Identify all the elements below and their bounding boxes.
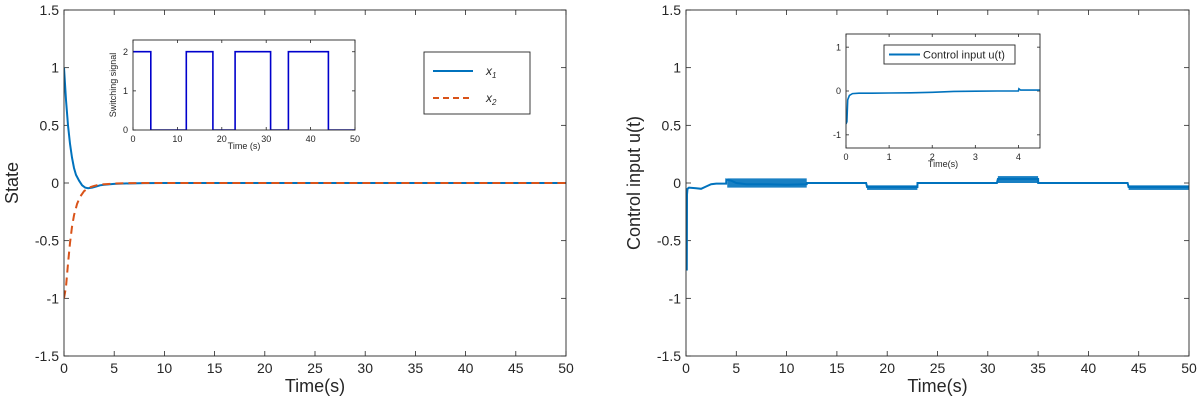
control-x-tick-label: 45 bbox=[1131, 360, 1147, 376]
switching-x-tick-label: 20 bbox=[217, 134, 227, 144]
switching-signal-inset: 0 10 20 30 40 50 0 1 2 Time (s) Switching signal bbox=[104, 36, 368, 164]
control-inset-legend: Control input u(t) bbox=[883, 44, 1016, 65]
state-x-tick-label: 50 bbox=[558, 360, 574, 376]
state-series-line-2 bbox=[64, 182, 566, 299]
switching-axes-frame bbox=[132, 39, 356, 131]
state-x-tick-label: 15 bbox=[207, 360, 223, 376]
switching-x-tick-label: 10 bbox=[172, 134, 182, 144]
control-x-tick-label: 10 bbox=[779, 360, 795, 376]
control-x-tick-label: 5 bbox=[732, 360, 740, 376]
state-x-tick-label: 0 bbox=[60, 360, 68, 376]
state-y-tick-label: 0.5 bbox=[40, 117, 60, 133]
control-y-tick-label: -1 bbox=[669, 290, 682, 306]
state-y-tick-label: 0 bbox=[51, 175, 59, 191]
state-y-tick-label: -0.5 bbox=[35, 233, 59, 249]
control-inset-axes-frame bbox=[845, 33, 1041, 149]
control-y-tick-label: 1 bbox=[673, 60, 681, 76]
control-x-tick-label: 20 bbox=[879, 360, 895, 376]
switching-x-axis-label: Time (s) bbox=[228, 141, 261, 151]
switching-plot-area bbox=[133, 40, 355, 130]
switching-x-tick-label: 30 bbox=[261, 134, 271, 144]
state-x-tick-label: 40 bbox=[458, 360, 474, 376]
state-legend-label-1: x1 bbox=[485, 64, 496, 80]
state-x-tick-label: 25 bbox=[307, 360, 323, 376]
state-x-tick-label: 45 bbox=[508, 360, 524, 376]
state-y-tick-label: -1.5 bbox=[35, 348, 59, 364]
state-y-axis-label: State bbox=[2, 162, 22, 204]
control-inset-x-tick-label: 4 bbox=[1016, 152, 1021, 162]
control-inset-x-tick-label: 1 bbox=[887, 152, 892, 162]
control-x-tick-label: 25 bbox=[930, 360, 946, 376]
state-legend: x1 x2 bbox=[423, 51, 531, 115]
control-inset-y-tick-label: 1 bbox=[836, 42, 841, 52]
control-axes-frame bbox=[685, 9, 1190, 357]
state-axes-frame bbox=[63, 9, 567, 357]
control-inset-legend-label: Control input u(t) bbox=[923, 50, 1005, 62]
control-y-tick-label: 1.5 bbox=[662, 2, 682, 18]
control-y-tick-label: 0.5 bbox=[662, 117, 682, 133]
state-y-tick-label: 1.5 bbox=[40, 2, 60, 18]
control-x-tick-label: 40 bbox=[1081, 360, 1097, 376]
control-inset-series-line-1 bbox=[846, 87, 1040, 125]
control-input-inset: 0 1 2 3 4 -1 0 1 Time(s) Control input u(t) bbox=[818, 30, 1050, 176]
switching-x-tick-label: 40 bbox=[306, 134, 316, 144]
state-legend-box bbox=[423, 51, 531, 115]
state-x-tick-label: 5 bbox=[110, 360, 118, 376]
control-x-tick-label: 0 bbox=[682, 360, 690, 376]
control-x-tick-label: 35 bbox=[1030, 360, 1046, 376]
control-input-chart: 0 5 10 15 20 25 30 35 40 45 50-1.5-1-0.500.511.5Ti… bbox=[624, 2, 1197, 396]
switching-y-tick-label: 2 bbox=[123, 47, 128, 57]
control-x-tick-label: 15 bbox=[829, 360, 845, 376]
state-y-tick-label: -1 bbox=[47, 290, 60, 306]
control-series-line-1 bbox=[686, 178, 1189, 271]
control-inset-y-tick-label: 0 bbox=[836, 86, 841, 96]
control-y-tick-label: -0.5 bbox=[657, 233, 681, 249]
state-series-line-1 bbox=[64, 67, 566, 190]
control-inset-x-tick-label: 0 bbox=[843, 152, 848, 162]
state-chart: 0 5 10 15 20 25 30 35 40 45 50-1.5-1-0.500.511.5Ti… bbox=[2, 2, 574, 396]
switching-x-tick-label: 0 bbox=[130, 134, 135, 144]
switching-y-tick-label: 0 bbox=[123, 125, 128, 135]
switching-x-tick-label: 50 bbox=[350, 134, 360, 144]
state-legend-label-2: x2 bbox=[485, 91, 497, 107]
control-oscillation-band bbox=[727, 178, 807, 188]
control-inset-y-tick-label: -1 bbox=[833, 130, 841, 140]
control-inset-x-tick-label: 2 bbox=[930, 152, 935, 162]
control-x-axis-label: Time(s) bbox=[907, 376, 967, 396]
state-x-tick-label: 10 bbox=[157, 360, 173, 376]
control-x-tick-label: 30 bbox=[980, 360, 996, 376]
state-y-tick-label: 1 bbox=[51, 60, 59, 76]
switching-y-axis-label: Switching signal bbox=[108, 53, 118, 118]
state-x-tick-label: 20 bbox=[257, 360, 273, 376]
control-inset-x-tick-label: 3 bbox=[973, 152, 978, 162]
state-x-axis-label: Time(s) bbox=[285, 376, 345, 396]
control-y-tick-label: -1.5 bbox=[657, 348, 681, 364]
state-x-tick-label: 30 bbox=[357, 360, 373, 376]
control-inset-legend-box bbox=[883, 44, 1016, 65]
state-x-tick-label: 35 bbox=[408, 360, 424, 376]
switching-series-line-1 bbox=[133, 50, 355, 130]
control-y-axis-label: Control input u(t) bbox=[624, 116, 644, 250]
control-inset-x-axis-label: Time(s) bbox=[928, 159, 958, 169]
control-y-tick-label: 0 bbox=[673, 175, 681, 191]
control-x-tick-label: 50 bbox=[1181, 360, 1197, 376]
switching-y-tick-label: 1 bbox=[123, 86, 128, 96]
